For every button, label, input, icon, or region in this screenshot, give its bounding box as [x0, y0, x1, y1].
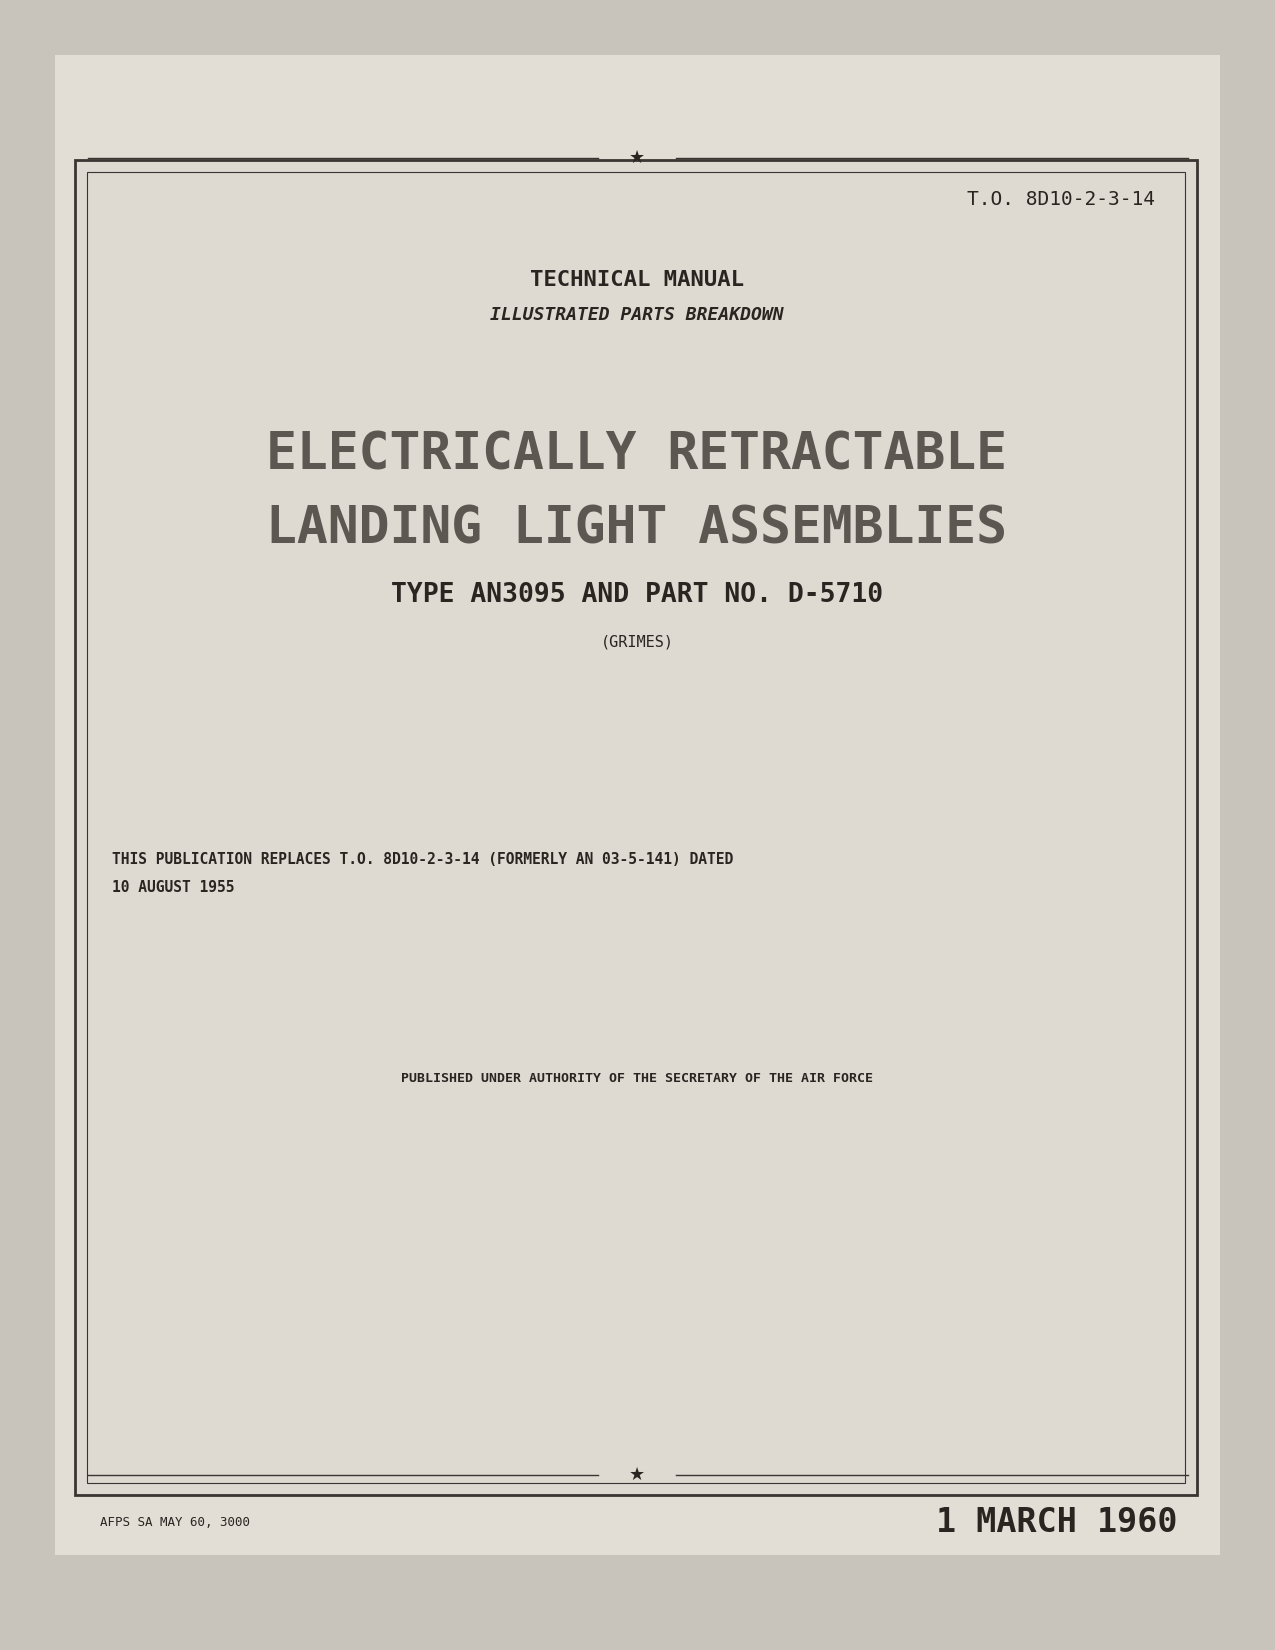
FancyBboxPatch shape [75, 160, 1197, 1495]
Text: ★: ★ [629, 1465, 645, 1483]
Text: LANDING LIGHT ASSEMBLIES: LANDING LIGHT ASSEMBLIES [266, 505, 1007, 554]
Text: TECHNICAL MANUAL: TECHNICAL MANUAL [530, 271, 745, 290]
Text: 1 MARCH 1960: 1 MARCH 1960 [937, 1505, 1178, 1538]
FancyBboxPatch shape [55, 54, 1220, 1554]
Text: ELECTRICALLY RETRACTABLE: ELECTRICALLY RETRACTABLE [266, 431, 1007, 480]
Text: 10 AUGUST 1955: 10 AUGUST 1955 [112, 879, 235, 894]
Text: PUBLISHED UNDER AUTHORITY OF THE SECRETARY OF THE AIR FORCE: PUBLISHED UNDER AUTHORITY OF THE SECRETA… [402, 1071, 873, 1084]
Text: AFPS SA MAY 60, 3000: AFPS SA MAY 60, 3000 [99, 1515, 250, 1528]
Text: (GRIMES): (GRIMES) [601, 635, 673, 650]
Text: T.O. 8D10-2-3-14: T.O. 8D10-2-3-14 [966, 190, 1155, 210]
Text: TYPE AN3095 AND PART NO. D-5710: TYPE AN3095 AND PART NO. D-5710 [391, 582, 884, 607]
Text: ★: ★ [629, 148, 645, 167]
Text: THIS PUBLICATION REPLACES T.O. 8D10-2-3-14 (FORMERLY AN 03-5-141) DATED: THIS PUBLICATION REPLACES T.O. 8D10-2-3-… [112, 853, 733, 868]
Text: ILLUSTRATED PARTS BREAKDOWN: ILLUSTRATED PARTS BREAKDOWN [490, 305, 784, 323]
